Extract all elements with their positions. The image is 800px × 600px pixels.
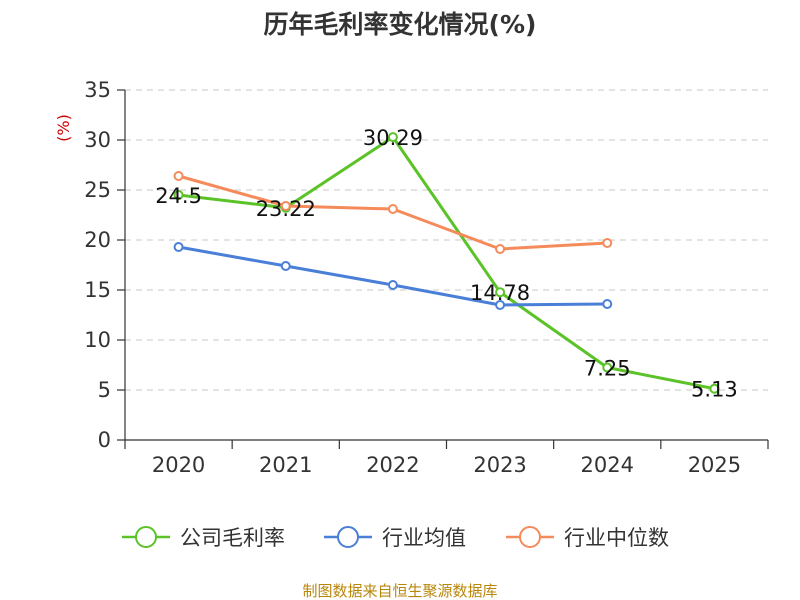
- x-tick-label: 2020: [152, 453, 205, 477]
- data-point: [173, 190, 184, 200]
- data-label: 5.13: [691, 378, 738, 402]
- legend: 公司毛利率 行业均值 行业中位数: [122, 526, 669, 550]
- series-line-0: [178, 135, 715, 391]
- y-tick-label: 5: [98, 378, 111, 402]
- data-label: 7.25: [584, 357, 631, 381]
- legend-label: 行业中位数: [564, 526, 669, 550]
- chart-title: 历年毛利率变化情况(%): [264, 10, 537, 39]
- data-point: [495, 300, 506, 310]
- grid-lines: [125, 89, 768, 391]
- data-point: [495, 244, 506, 254]
- legend-marker-icon: [135, 526, 157, 548]
- y-tick-label: 20: [84, 228, 111, 252]
- legend-label: 公司毛利率: [180, 526, 285, 550]
- y-tick-label: 25: [84, 178, 111, 202]
- data-point: [602, 238, 613, 248]
- data-point: [602, 362, 613, 373]
- legend-item-2: 行业中位数: [506, 526, 669, 550]
- x-tick-label: 2022: [366, 453, 419, 477]
- data-label: 14.78: [470, 281, 530, 305]
- legend-item-1: 行业均值: [324, 526, 466, 550]
- data-point: [280, 261, 291, 271]
- x-tick-label: 2021: [259, 453, 312, 477]
- data-labels: 24.5 23.22 30.29 14.78 7.25 5.13: [155, 126, 738, 402]
- data-point: [173, 242, 184, 252]
- x-tick-label: 2023: [473, 453, 526, 477]
- data-label: 30.29: [363, 126, 423, 150]
- x-tick-label: 2025: [688, 453, 741, 477]
- data-point: [495, 287, 506, 298]
- data-point: [709, 383, 720, 394]
- x-tick-label: 2024: [581, 453, 634, 477]
- legend-marker-icon: [519, 526, 541, 548]
- series-line-1: [178, 245, 608, 307]
- data-label: 23.22: [256, 197, 316, 221]
- data-point: [280, 201, 291, 211]
- data-point: [387, 132, 398, 143]
- data-label: 24.5: [155, 184, 202, 208]
- data-point: [387, 204, 398, 214]
- legend-marker-icon: [337, 526, 359, 548]
- y-tick-label: 15: [84, 278, 111, 302]
- y-tick-label: 0: [98, 428, 111, 452]
- y-tick-label: 10: [84, 328, 111, 352]
- data-point: [173, 171, 184, 181]
- data-point: [602, 299, 613, 309]
- legend-item-0: 公司毛利率: [122, 526, 285, 550]
- legend-label: 行业均值: [382, 526, 466, 550]
- y-tick-label: 30: [84, 128, 111, 152]
- series-lines: [173, 132, 720, 394]
- data-point: [387, 280, 398, 290]
- source-note: 制图数据来自恒生聚源数据库: [302, 582, 497, 600]
- y-tick-label: 35: [84, 78, 111, 102]
- y-axis-unit: (%): [54, 114, 73, 142]
